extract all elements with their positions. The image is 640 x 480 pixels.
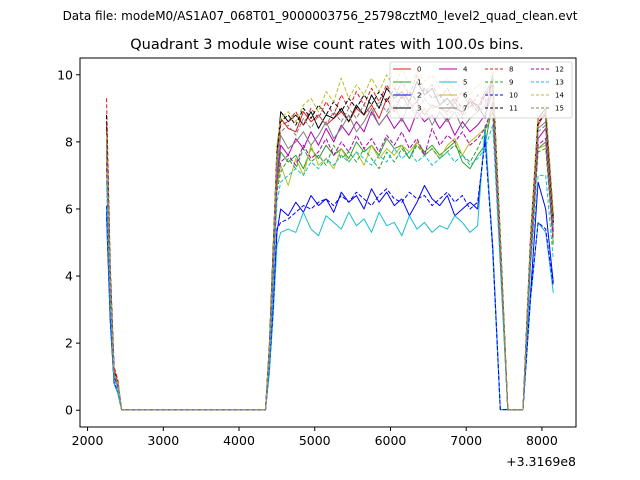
legend-label-13: 13 <box>555 79 564 87</box>
figure-suptitle: Data file: modeM0/AS1A07_068T01_90000037… <box>63 9 578 23</box>
y-axis: 0 2 4 6 8 10 <box>57 67 80 418</box>
x-tick-label: 3000 <box>147 433 179 448</box>
legend-label-7: 7 <box>463 105 467 113</box>
chart-title: Quadrant 3 module wise count rates with … <box>130 37 524 53</box>
legend-label-9: 9 <box>509 79 513 87</box>
y-tick-label: 2 <box>65 336 73 351</box>
y-tick-label: 10 <box>57 67 73 82</box>
legend-label-3: 3 <box>417 105 421 113</box>
legend-label-14: 14 <box>555 92 564 100</box>
x-tick-label: 7000 <box>450 433 482 448</box>
y-tick-label: 8 <box>65 134 73 149</box>
legend-label-6: 6 <box>463 92 468 100</box>
x-axis: 2000 3000 4000 5000 6000 7000 8000 <box>72 427 558 448</box>
x-tick-label: 2000 <box>72 433 104 448</box>
legend-label-1: 1 <box>417 79 421 87</box>
x-tick-label: 8000 <box>526 433 558 448</box>
x-tick-label: 4000 <box>223 433 255 448</box>
legend-label-0: 0 <box>417 66 421 74</box>
series-line-15 <box>106 91 554 411</box>
legend-label-11: 11 <box>509 105 518 113</box>
legend-box <box>389 61 573 119</box>
y-tick-label: 0 <box>65 403 73 418</box>
x-tick-label: 5000 <box>299 433 331 448</box>
axes-frame <box>79 57 577 428</box>
legend-label-2: 2 <box>417 92 421 100</box>
x-tick-label: 6000 <box>375 433 407 448</box>
y-tick-label: 6 <box>65 201 73 216</box>
legend-label-10: 10 <box>509 92 518 100</box>
y-tick-label: 4 <box>65 269 73 284</box>
legend-label-5: 5 <box>463 79 467 87</box>
legend-label-8: 8 <box>509 66 513 74</box>
legend-label-15: 15 <box>555 105 564 113</box>
legend-label-4: 4 <box>463 66 468 74</box>
x-offset-label: +3.3169e8 <box>506 454 576 469</box>
legend-label-12: 12 <box>555 66 564 74</box>
series-line-12 <box>106 104 554 411</box>
